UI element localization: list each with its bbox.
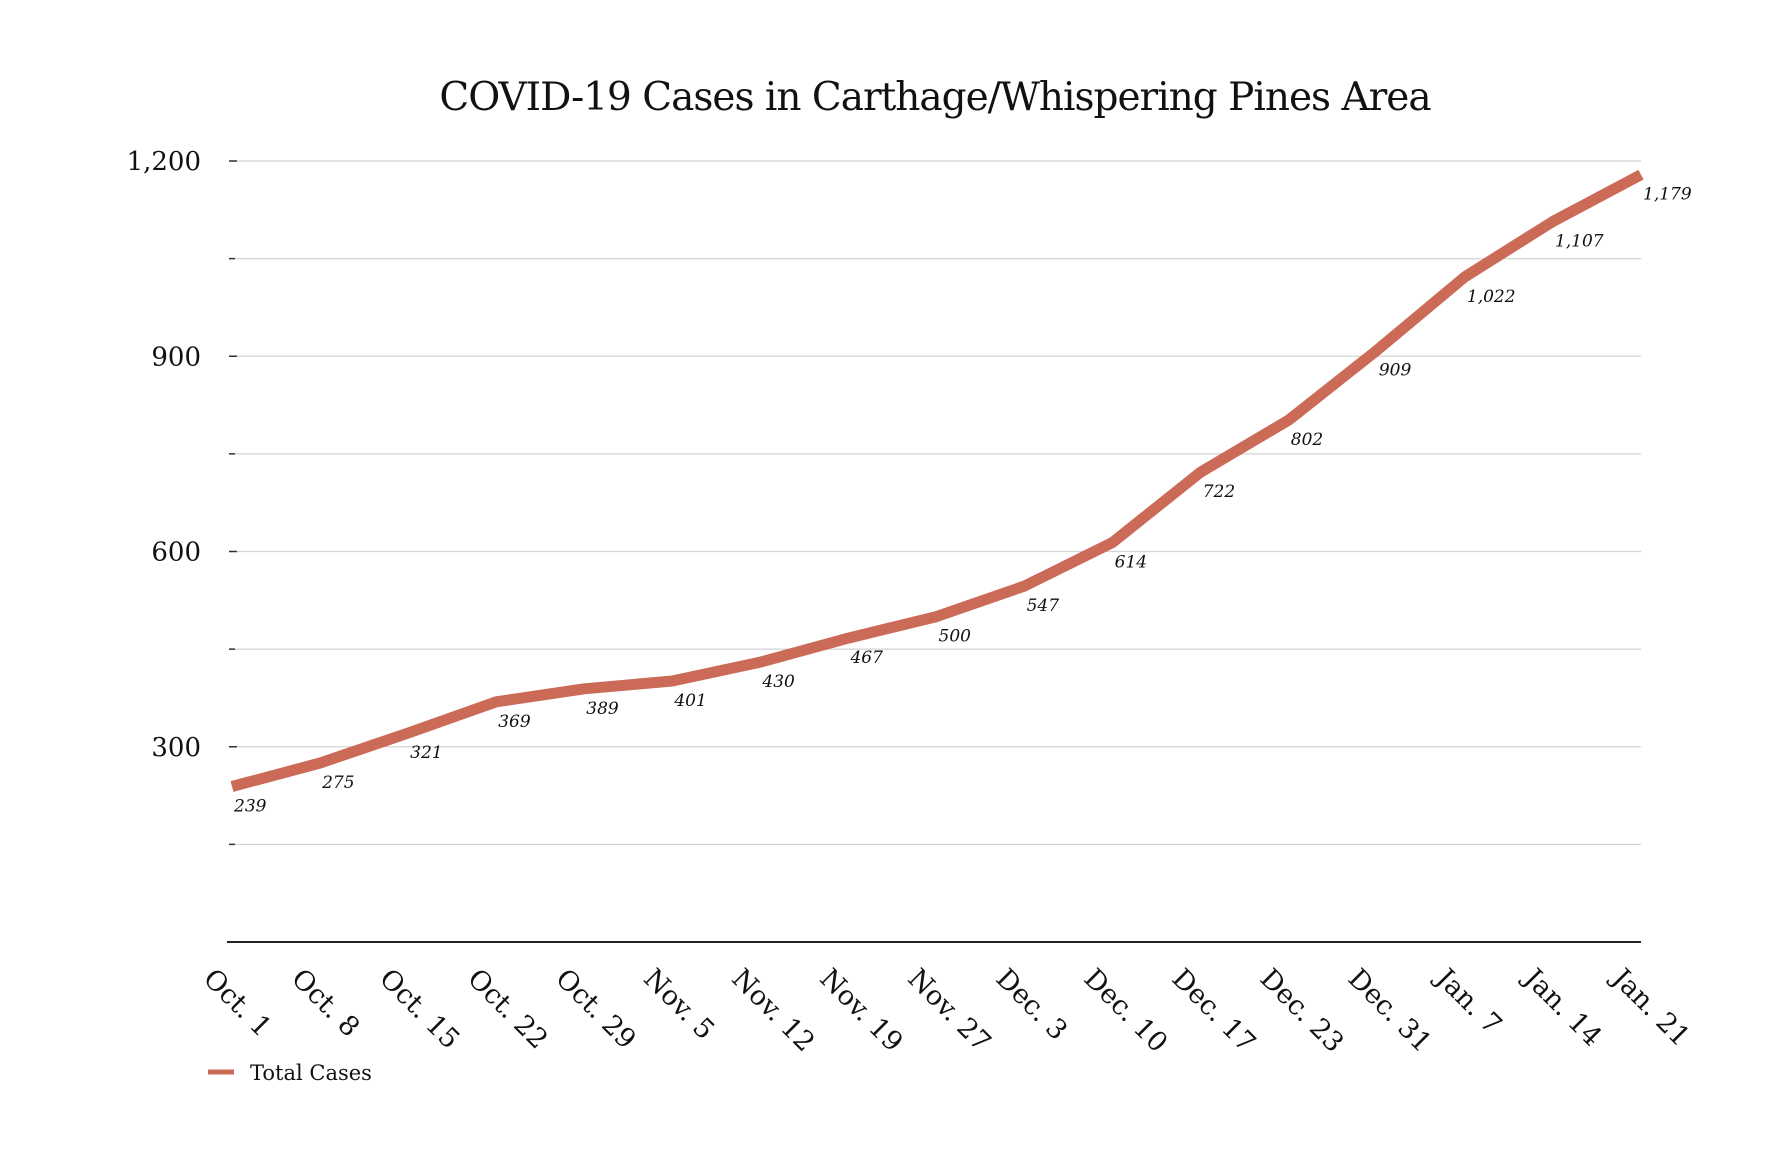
x-tick-label: Nov. 27 bbox=[902, 963, 997, 1058]
data-label: 467 bbox=[849, 648, 883, 668]
x-tick-label: Dec. 10 bbox=[1078, 963, 1174, 1059]
data-label: 1,022 bbox=[1467, 287, 1516, 307]
legend-label: Total Cases bbox=[250, 1061, 372, 1085]
y-tick-label: 1,200 bbox=[127, 147, 201, 177]
y-tick-label: 300 bbox=[151, 733, 201, 763]
data-label: 909 bbox=[1379, 360, 1412, 380]
chart-title: COVID-19 Cases in Carthage/Whispering Pi… bbox=[439, 75, 1431, 120]
y-axis: 300 600 900 1,200 bbox=[127, 147, 237, 846]
data-labels: 239 275 321 369 389 401 430 467 500 547 614 722 802 9… bbox=[233, 185, 1692, 817]
data-label: 369 bbox=[498, 712, 531, 732]
x-tick-label: Oct. 15 bbox=[373, 963, 465, 1055]
data-label: 500 bbox=[939, 627, 972, 647]
x-tick-label: Nov. 12 bbox=[725, 963, 820, 1058]
data-label: 722 bbox=[1203, 482, 1235, 502]
x-tick-label: Dec. 31 bbox=[1342, 963, 1438, 1059]
data-label: 614 bbox=[1115, 552, 1147, 572]
y-tick-label: 600 bbox=[151, 538, 201, 568]
x-tick-label: Dec. 23 bbox=[1254, 963, 1350, 1059]
data-label: 802 bbox=[1291, 430, 1323, 450]
x-tick-label: Oct. 22 bbox=[461, 963, 553, 1055]
x-tick-label: Jan. 21 bbox=[1604, 961, 1696, 1053]
x-tick-label: Oct. 8 bbox=[285, 963, 365, 1043]
x-tick-label: Nov. 19 bbox=[813, 963, 908, 1058]
data-label: 1,179 bbox=[1643, 185, 1692, 205]
x-tick-label: Dec. 3 bbox=[990, 963, 1074, 1047]
gridlines bbox=[229, 160, 1641, 845]
x-tick-label: Oct. 29 bbox=[549, 963, 641, 1055]
x-tick-label: Jan. 7 bbox=[1428, 961, 1508, 1041]
data-label: 389 bbox=[586, 699, 619, 719]
x-tick-label: Jan. 14 bbox=[1516, 961, 1608, 1053]
series-line-total-cases bbox=[230, 169, 1644, 792]
data-label: 401 bbox=[673, 691, 706, 711]
x-tick-label: Nov. 5 bbox=[637, 963, 720, 1046]
data-label: 321 bbox=[410, 743, 442, 763]
y-tick-label: 900 bbox=[151, 342, 201, 372]
series-total-cases bbox=[230, 169, 1644, 792]
x-tick-label: Oct. 1 bbox=[197, 963, 277, 1043]
data-label: 1,107 bbox=[1555, 232, 1604, 252]
legend: Total Cases bbox=[208, 1061, 372, 1085]
data-label: 275 bbox=[321, 773, 354, 793]
x-tick-label: Dec. 17 bbox=[1166, 963, 1262, 1059]
data-label: 430 bbox=[761, 672, 795, 692]
data-label: 239 bbox=[233, 796, 267, 816]
data-label: 547 bbox=[1027, 596, 1060, 616]
